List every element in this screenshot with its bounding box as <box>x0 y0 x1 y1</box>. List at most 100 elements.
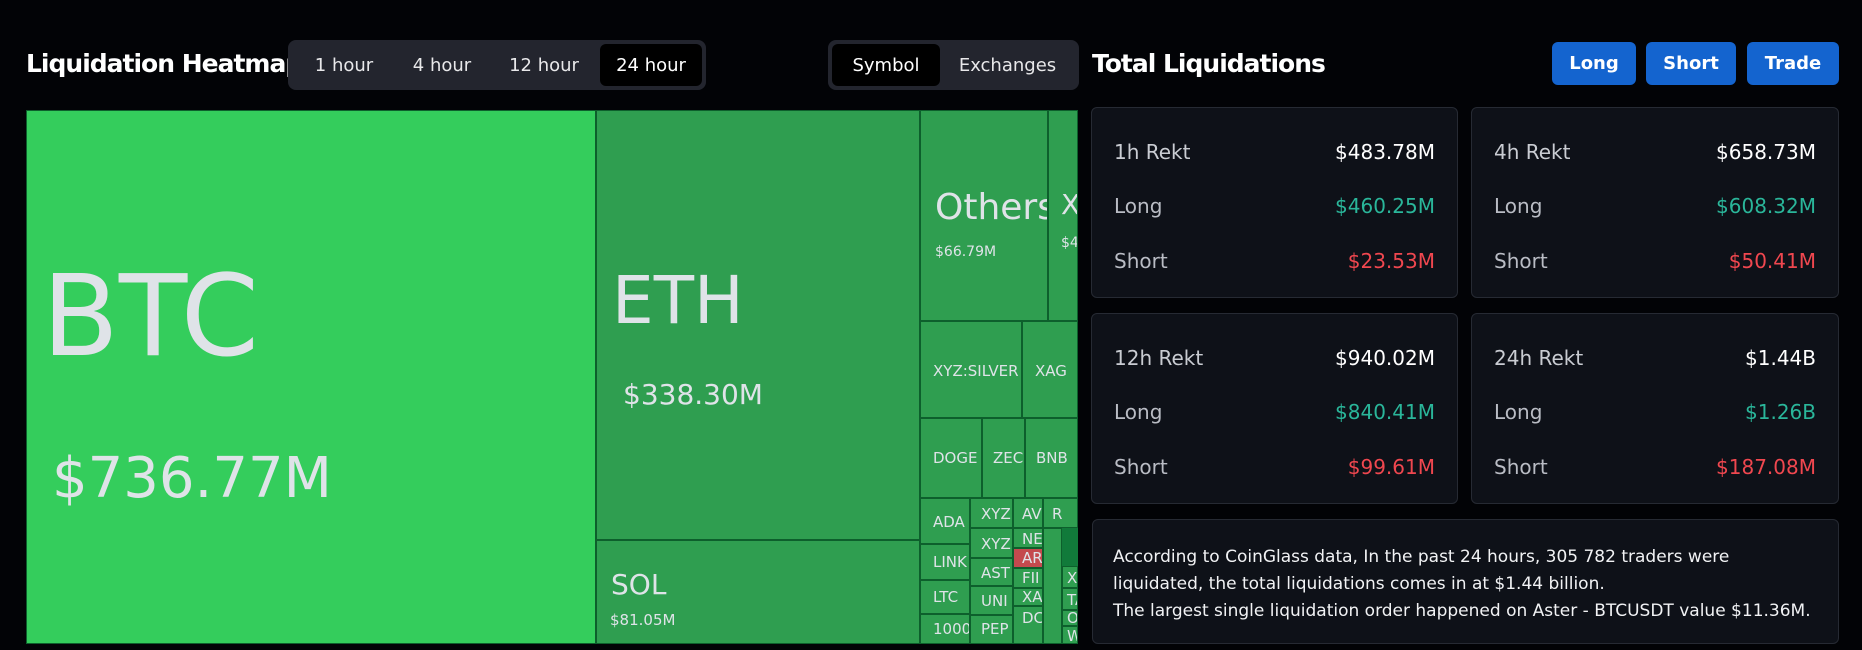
short-value: $187.08M <box>1716 455 1816 479</box>
treemap-tile-sol[interactable]: SOL $81.05M <box>596 540 920 644</box>
treemap-tile-xa[interactable]: XA <box>1013 588 1043 606</box>
treemap-tile-dc[interactable]: DC <box>1013 606 1043 644</box>
tile-symbol: SOL <box>611 568 667 601</box>
tile-symbol: FII <box>1022 569 1040 587</box>
view-mode-selector: Symbol Exchanges <box>828 40 1079 90</box>
tile-symbol: DC <box>1022 609 1043 627</box>
long-label: Long <box>1114 194 1163 218</box>
short-label: Short <box>1494 455 1548 479</box>
tile-symbol: LTC <box>933 588 959 606</box>
tile-symbol: OI <box>1067 610 1078 626</box>
treemap-tile-x[interactable]: X $4 <box>1048 110 1078 321</box>
treemap-tile-xyz[interactable]: XYZ <box>970 528 1013 558</box>
treemap-tile-w[interactable]: W <box>1062 626 1078 644</box>
heatmap-title: Liquidation Heatmap <box>26 49 303 78</box>
tile-symbol: AR <box>1022 549 1043 567</box>
treemap-tile-xyz-silver[interactable]: XYZ:SILVER <box>920 321 1022 418</box>
treemap-tile-xag[interactable]: XAG <box>1022 321 1078 418</box>
treemap-tile-link[interactable]: LINK <box>920 544 970 580</box>
card-total: $940.02M <box>1335 346 1435 370</box>
tile-symbol: AST <box>981 564 1010 582</box>
short-value: $50.41M <box>1728 249 1816 273</box>
treemap-tile-r[interactable]: R <box>1043 498 1078 528</box>
treemap-tile-eth[interactable]: ETH $338.30M <box>596 110 920 540</box>
card-total: $483.78M <box>1335 140 1435 164</box>
tile-value: $4 <box>1061 235 1078 251</box>
tile-symbol: UNI <box>981 592 1008 610</box>
tile-symbol: BNB <box>1036 449 1068 467</box>
tile-symbol: X <box>1061 191 1077 219</box>
short-value: $23.53M <box>1347 249 1435 273</box>
treemap-tile-av[interactable]: AV <box>1013 498 1043 528</box>
total-liquidations-title: Total Liquidations <box>1092 49 1326 78</box>
treemap-tile-bnb[interactable]: BNB <box>1025 418 1078 498</box>
tile-symbol: LINK <box>933 553 967 571</box>
treemap-tile-pep[interactable]: PEP <box>970 615 1013 644</box>
tile-symbol: ZEC <box>993 449 1024 467</box>
view-option-symbol[interactable]: Symbol <box>832 44 940 86</box>
long-value: $608.32M <box>1716 194 1816 218</box>
tile-symbol: ETH <box>612 262 744 339</box>
treemap-tile-fii[interactable]: FII <box>1013 568 1043 588</box>
long-label: Long <box>1114 400 1163 424</box>
summary-text: According to CoinGlass data, In the past… <box>1113 547 1730 594</box>
card-label: 1h Rekt <box>1114 140 1191 164</box>
time-option-24h[interactable]: 24 hour <box>600 44 702 86</box>
treemap-tile-uni[interactable]: UNI <box>970 586 1013 615</box>
long-value: $460.25M <box>1335 194 1435 218</box>
long-button[interactable]: Long <box>1552 42 1636 85</box>
card-total: $658.73M <box>1716 140 1816 164</box>
long-label: Long <box>1494 400 1543 424</box>
treemap-tile-1000[interactable]: 1000 <box>920 614 970 644</box>
tile-symbol: XAG <box>1035 362 1067 380</box>
time-option-4h[interactable]: 4 hour <box>412 54 472 76</box>
time-option-1h[interactable]: 1 hour <box>314 54 374 76</box>
time-option-12h[interactable]: 12 hour <box>509 54 579 76</box>
long-label: Long <box>1494 194 1543 218</box>
treemap-tile-ta[interactable]: TA <box>1062 588 1078 610</box>
tile-value: $736.77M <box>52 446 332 511</box>
treemap-tile-others[interactable]: Others $66.79M <box>920 110 1048 321</box>
short-button[interactable]: Short <box>1646 42 1736 85</box>
tile-symbol: NE <box>1022 530 1043 548</box>
treemap-tile-btc[interactable]: BTC $736.77M <box>26 110 596 644</box>
trade-button[interactable]: Trade <box>1747 42 1839 85</box>
treemap-tile-xyz[interactable]: XYZ <box>970 498 1013 528</box>
treemap-filler <box>1043 528 1062 644</box>
tile-symbol: TA <box>1067 591 1077 609</box>
liquidation-summary-note: According to CoinGlass data, In the past… <box>1092 519 1839 644</box>
liquidation-treemap: BTC $736.77M ETH $338.30M SOL $81.05M Others $6… <box>26 110 1078 644</box>
treemap-tile-ada[interactable]: ADA <box>920 498 970 544</box>
tile-symbol: W <box>1067 629 1077 644</box>
card-label: 24h Rekt <box>1494 346 1584 370</box>
tile-symbol: XYZ:SILVER <box>933 362 1019 380</box>
short-label: Short <box>1114 249 1168 273</box>
treemap-tile-oi[interactable]: OI <box>1062 610 1078 626</box>
card-total: $1.44B <box>1745 346 1816 370</box>
view-option-exchanges[interactable]: Exchanges <box>958 54 1057 76</box>
treemap-tile-ltc[interactable]: LTC <box>920 580 970 614</box>
treemap-tile-zec[interactable]: ZEC <box>982 418 1025 498</box>
long-value: $1.26B <box>1745 400 1816 424</box>
tile-symbol: ADA <box>933 513 965 531</box>
tile-symbol: XA <box>1022 588 1043 606</box>
short-label: Short <box>1114 455 1168 479</box>
short-value: $99.61M <box>1347 455 1435 479</box>
tile-value: $81.05M <box>610 611 676 629</box>
treemap-tile-ast[interactable]: AST <box>970 558 1013 586</box>
tile-symbol: BTC <box>42 252 259 382</box>
treemap-tile-ar[interactable]: AR <box>1013 548 1043 568</box>
tile-value: $66.79M <box>935 244 997 260</box>
treemap-tile-ne[interactable]: NE <box>1013 528 1043 548</box>
tile-symbol: R <box>1052 505 1063 523</box>
tile-symbol: XYZ <box>981 505 1011 523</box>
rekt-card-24h: 24h Rekt $1.44B Long $1.26B Short $187.08M <box>1471 313 1839 504</box>
treemap-tile-doge[interactable]: DOGE <box>920 418 982 498</box>
tile-symbol: 1000 <box>933 620 970 638</box>
treemap-tile-xy[interactable]: XY <box>1062 566 1078 588</box>
tile-symbol: DOGE <box>933 449 978 467</box>
rekt-card-4h: 4h Rekt $658.73M Long $608.32M Short $50.41… <box>1471 107 1839 298</box>
card-label: 4h Rekt <box>1494 140 1571 164</box>
tile-value: $338.30M <box>623 378 763 411</box>
card-label: 12h Rekt <box>1114 346 1204 370</box>
